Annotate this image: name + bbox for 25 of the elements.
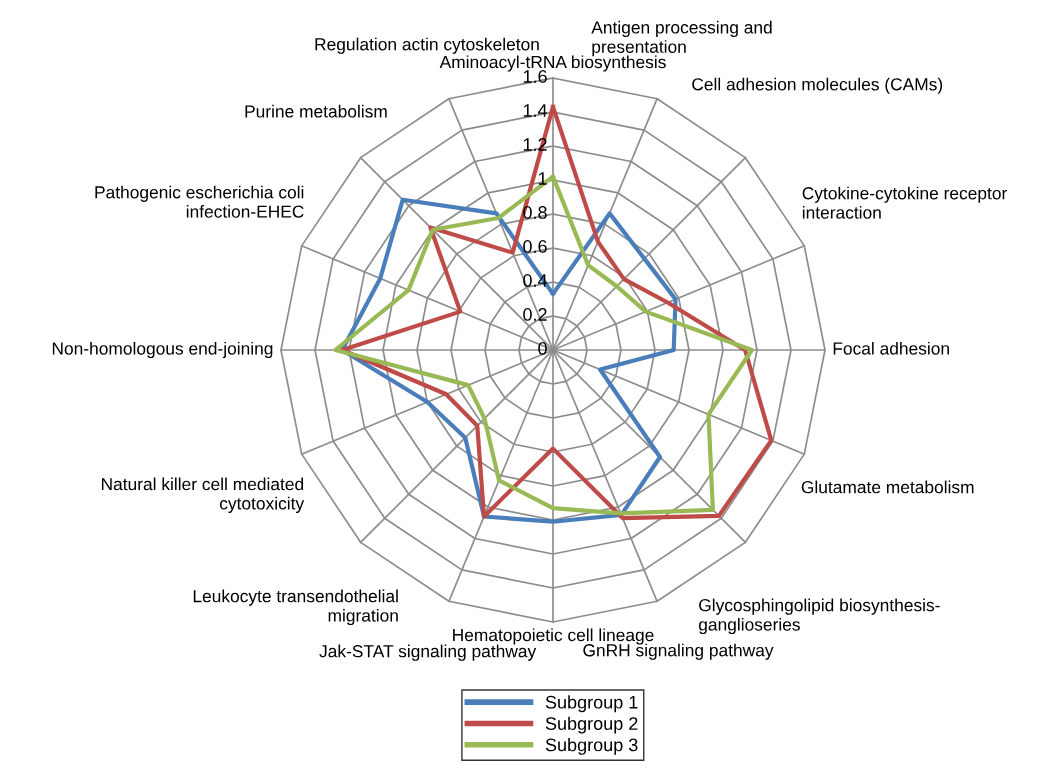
y-tick-label: 1.4 xyxy=(523,104,548,117)
y-tick-label: 1.6 xyxy=(523,70,547,83)
spoke-label: Natural killer cell mediated cytotoxicity xyxy=(101,477,305,513)
spoke-label: Aminoacyl-tRNA biosynthesis xyxy=(439,55,666,72)
spoke-label: Antigen processing and presentation xyxy=(591,20,772,57)
spoke-label: Cell adhesion molecules (CAMs) xyxy=(692,77,943,94)
spoke-label: Glutamate metabolism xyxy=(801,480,974,494)
y-tick-label: 0 xyxy=(538,342,547,355)
spoke-label: Pathogenic escherichia coli infection-EHEC xyxy=(95,185,304,218)
legend-label: Subgroup 3 xyxy=(545,738,638,755)
y-tick-label: 0.2 xyxy=(523,308,547,321)
spoke-label: Leukocyte transendothelial migration xyxy=(193,589,398,626)
spoke-label: Focal adhesion xyxy=(833,341,949,355)
spoke-label: GnRH signaling pathway xyxy=(583,643,774,660)
spoke-label: Purine metabolism xyxy=(245,104,387,118)
legend-label: Subgroup 1 xyxy=(545,695,638,713)
y-tick-label: 0.6 xyxy=(523,240,547,253)
spoke-label: Glycosphingolipid biosynthesis- ganglioseries xyxy=(698,598,940,635)
spoke-label: Hematopoietic cell lineage xyxy=(453,628,654,645)
spoke-label: Cytokine-cytokine receptor interaction xyxy=(802,186,1007,219)
spoke-label: Regulation actin cytoskeleton xyxy=(315,37,539,54)
spoke-label: Jak-STAT signaling pathway xyxy=(319,644,537,661)
legend-label: Subgroup 2 xyxy=(545,716,638,734)
y-tick-label: 1 xyxy=(538,172,547,185)
spoke-label: Non-homologous end-joining xyxy=(52,341,273,359)
